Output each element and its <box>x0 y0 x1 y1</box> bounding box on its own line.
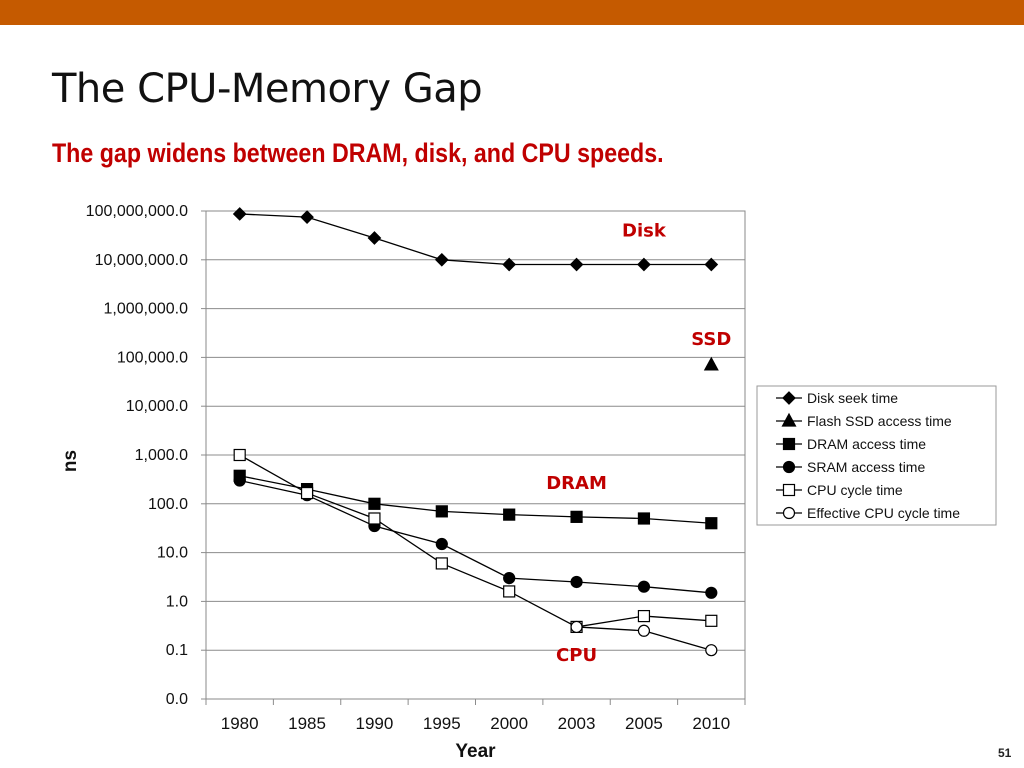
legend-item: SRAM access time <box>776 459 925 475</box>
x-axis-ticks: 1980 1985 1990 1995 2000 2003 2005 2010 <box>205 699 746 733</box>
data-point <box>570 620 583 634</box>
annotation-ssd: SSD <box>691 329 731 350</box>
data-point <box>705 614 718 627</box>
legend-item: DRAM access time <box>776 436 926 452</box>
legend-marker <box>782 506 796 520</box>
data-point <box>703 356 719 371</box>
legend-item: CPU cycle time <box>776 482 903 498</box>
x-tick-label: 2000 <box>490 714 528 733</box>
data-point <box>637 624 651 637</box>
annotation-cpu: CPU <box>556 645 597 666</box>
x-tick-label: 1980 <box>221 714 259 733</box>
series-disk-seek-time <box>232 207 719 272</box>
series-line <box>239 454 712 628</box>
y-tick-label: 10.0 <box>157 545 188 562</box>
legend-marker <box>782 483 796 497</box>
y-axis-title: ns <box>60 450 81 472</box>
data-point <box>300 210 314 224</box>
series-lines <box>232 207 719 657</box>
page-number: 51 <box>998 746 1012 760</box>
y-tick-label: 100,000.0 <box>117 349 188 366</box>
data-point <box>368 512 381 525</box>
legend-marker <box>781 412 797 427</box>
series-line <box>239 475 712 524</box>
legend-item: Disk seek time <box>776 390 898 406</box>
legend-box <box>756 385 997 526</box>
data-point <box>232 207 247 221</box>
legend-label: CPU cycle time <box>807 482 903 498</box>
legend-marker <box>782 460 796 474</box>
data-point <box>435 537 448 551</box>
data-point <box>367 231 382 245</box>
data-point <box>233 448 246 462</box>
data-point <box>704 257 719 272</box>
series-effective-cpu-cycle-time <box>570 620 718 657</box>
data-point <box>368 497 381 510</box>
legend-label: DRAM access time <box>807 436 926 452</box>
x-tick-label: 1990 <box>356 714 394 733</box>
series-line <box>239 213 712 266</box>
data-point <box>233 474 246 487</box>
y-axis-ticks: 0.0 0.1 1.0 10.0 100.0 1,000.0 10,000.0 100,000… <box>86 203 206 708</box>
data-point <box>435 557 448 570</box>
legend: Disk seek time Flash SSD access time DRAM … <box>756 385 997 526</box>
x-tick-label: 1985 <box>288 714 326 733</box>
data-point <box>705 644 718 657</box>
x-tick-label: 2010 <box>692 714 730 733</box>
legend-marker <box>782 437 796 451</box>
x-tick-label: 1995 <box>423 714 461 733</box>
x-axis-title: Year <box>455 741 496 762</box>
legend-marker <box>782 391 796 405</box>
data-point <box>434 252 449 267</box>
data-point <box>503 508 516 521</box>
y-tick-label: 100.0 <box>148 496 188 513</box>
legend-item: Effective CPU cycle time <box>776 505 960 521</box>
y-tick-label: 100,000,000.0 <box>86 203 188 220</box>
data-point <box>300 486 314 500</box>
annotation-dram: DRAM <box>546 473 607 494</box>
data-point <box>503 585 516 598</box>
x-tick-label: 2005 <box>625 714 663 733</box>
data-point <box>637 609 651 623</box>
data-point <box>435 505 448 518</box>
y-tick-label: 10,000,000.0 <box>95 252 189 269</box>
data-point <box>705 586 718 599</box>
legend-label: Flash SSD access time <box>807 413 952 429</box>
y-tick-label: 1,000.0 <box>135 447 188 464</box>
y-tick-label: 0.0 <box>166 691 188 708</box>
data-point <box>570 575 583 589</box>
legend-item: Flash SSD access time <box>776 412 952 429</box>
data-point <box>503 572 516 585</box>
y-tick-label: 1,000,000.0 <box>103 301 188 318</box>
annotations: Disk SSD DRAM CPU <box>546 221 731 667</box>
series-line <box>239 479 712 594</box>
data-point <box>637 580 651 593</box>
data-point <box>570 510 583 523</box>
annotation-disk: Disk <box>622 221 667 242</box>
gridlines <box>206 210 745 700</box>
legend-label: SRAM access time <box>807 459 925 475</box>
data-point <box>637 512 651 525</box>
series-flash-ssd-access-time <box>703 356 719 371</box>
data-point <box>569 257 584 272</box>
y-tick-label: 0.1 <box>166 642 188 659</box>
slide-title: The CPU-Memory Gap <box>52 66 483 112</box>
x-tick-label: 2003 <box>558 714 596 733</box>
slide-subtitle: The gap widens between DRAM, disk, and C… <box>52 138 664 168</box>
data-point <box>705 517 718 530</box>
legend-label: Disk seek time <box>807 390 898 406</box>
data-point <box>637 257 651 272</box>
legend-label: Effective CPU cycle time <box>807 505 960 521</box>
series-cpu-cycle-time <box>233 448 718 634</box>
y-tick-label: 10,000.0 <box>126 398 188 415</box>
y-tick-label: 1.0 <box>166 593 188 610</box>
data-point <box>502 257 517 272</box>
top-accent-bar <box>0 0 1024 25</box>
